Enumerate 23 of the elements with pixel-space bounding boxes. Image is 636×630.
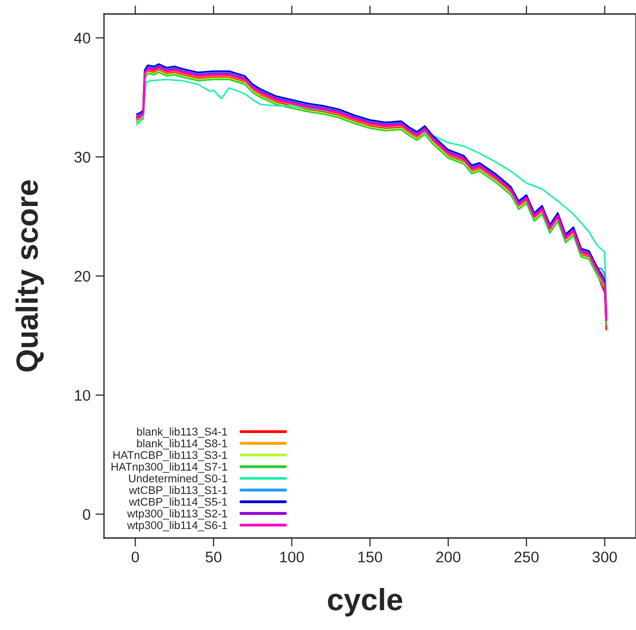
y-tick-label: 0 [82, 509, 90, 520]
legend-label: wtCBP_lib114_S5-1 [128, 498, 228, 508]
legend-label: wtp300_lib113_S2-1 [127, 509, 228, 520]
legend-label: Undetermined_S0-1 [129, 474, 228, 484]
legend-label: HATnCBP_lib113_S3-1 [113, 450, 228, 462]
y-tick-label: 10 [74, 390, 90, 401]
y-axis-title: Quality score [16, 180, 44, 372]
x-tick-label: 50 [206, 552, 222, 562]
y-tick-label: 40 [74, 32, 90, 44]
x-axis-title: cycle [328, 588, 402, 616]
x-tick-label: 150 [358, 552, 382, 562]
x-tick-label: 0 [132, 552, 139, 562]
y-tick-label: 20 [74, 270, 90, 282]
y-tick-label: 30 [74, 152, 90, 163]
legend-label: wtCBP_lib113_S1-1 [128, 486, 228, 496]
x-tick-label: 200 [436, 552, 460, 562]
x-tick-label: 300 [592, 552, 617, 562]
legend-label: wtp300_lib114_S6-1 [127, 520, 228, 532]
x-tick-label: 250 [514, 552, 539, 562]
legend-label: blank_lib114_S8-1 [137, 439, 228, 450]
legend-label: HATnp300_lib114_S7-1 [112, 462, 228, 473]
legend-label: blank_lib113_S4-1 [137, 427, 228, 438]
x-tick-label: 100 [280, 552, 304, 562]
